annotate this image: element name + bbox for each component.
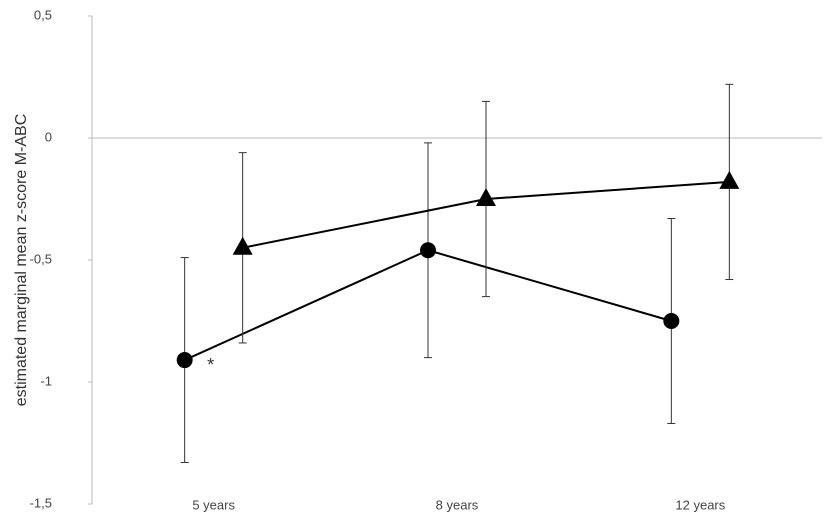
marker xyxy=(476,188,496,206)
y-tick-label: 0,5 xyxy=(34,7,52,22)
marker xyxy=(232,236,253,255)
y-tick-label: -1,5 xyxy=(30,495,52,510)
marker xyxy=(663,313,680,329)
marker xyxy=(719,170,740,189)
annotation: * xyxy=(207,355,214,375)
y-tick-label: -0,5 xyxy=(30,251,52,266)
y-tick-label: -1 xyxy=(40,373,52,388)
y-tick-label: 0 xyxy=(45,129,52,144)
x-tick-label: 8 years xyxy=(436,497,479,512)
marker xyxy=(176,352,193,369)
x-tick-label: 5 years xyxy=(192,497,235,512)
x-tick-label: 12 years xyxy=(675,497,725,512)
y-axis-label: estimated marginal mean z-score M-ABC xyxy=(13,114,30,407)
marker xyxy=(420,242,436,259)
